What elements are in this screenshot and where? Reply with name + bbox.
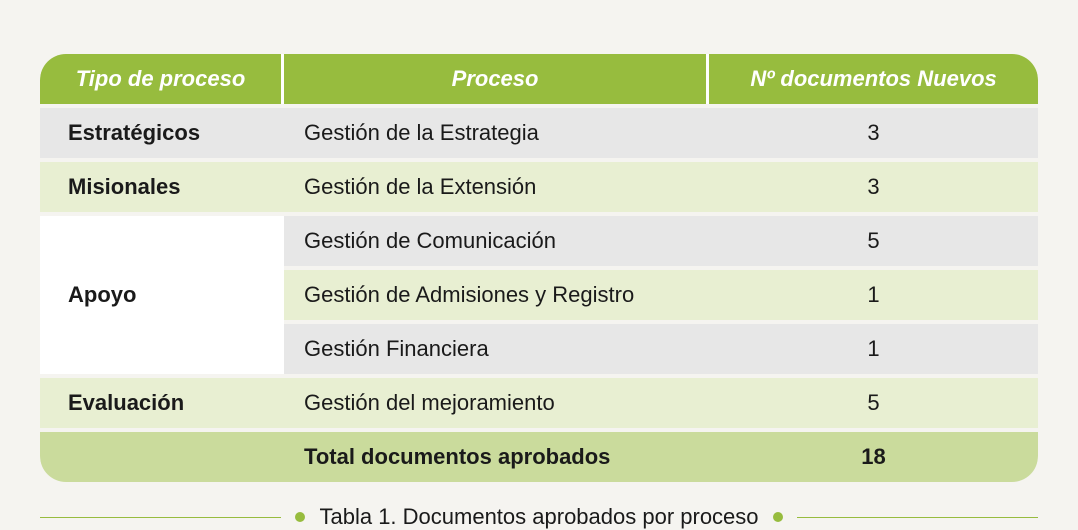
- col-header-type: Tipo de proceso: [40, 54, 284, 104]
- cell-type: Evaluación: [40, 378, 284, 428]
- cell-process: Gestión de la Estrategia: [284, 108, 709, 158]
- documents-table-container: Tipo de proceso Proceso Nº documentos Nu…: [40, 50, 1038, 486]
- table-total-row: Total documentos aprobados 18: [40, 432, 1038, 482]
- cell-type: Estratégicos: [40, 108, 284, 158]
- caption-line-left: [40, 517, 281, 518]
- caption-line-right: [797, 517, 1038, 518]
- cell-type: Misionales: [40, 162, 284, 212]
- table-row: Misionales Gestión de la Extensión 3: [40, 162, 1038, 212]
- caption-dot-right: [773, 512, 783, 522]
- documents-table: Tipo de proceso Proceso Nº documentos Nu…: [40, 50, 1038, 486]
- table-caption: Tabla 1. Documentos aprobados por proces…: [40, 504, 1038, 530]
- cell-process: Gestión de Admisiones y Registro: [284, 270, 709, 320]
- cell-process: Gestión de Comunicación: [284, 216, 709, 266]
- col-header-process: Proceso: [284, 54, 709, 104]
- cell-type: Apoyo: [40, 216, 284, 374]
- cell-process: Gestión del mejoramiento: [284, 378, 709, 428]
- cell-count: 5: [709, 216, 1038, 266]
- table-row: Apoyo Gestión de Comunicación 5: [40, 216, 1038, 266]
- caption-text: Tabla 1. Documentos aprobados por proces…: [319, 504, 758, 530]
- cell-process: Gestión Financiera: [284, 324, 709, 374]
- table-header-row: Tipo de proceso Proceso Nº documentos Nu…: [40, 54, 1038, 104]
- cell-total-label: Total documentos aprobados: [284, 432, 709, 482]
- cell-count: 3: [709, 108, 1038, 158]
- cell-process: Gestión de la Extensión: [284, 162, 709, 212]
- table-row: Estratégicos Gestión de la Estrategia 3: [40, 108, 1038, 158]
- cell-count: 5: [709, 378, 1038, 428]
- caption-dot-left: [295, 512, 305, 522]
- col-header-count: Nº documentos Nuevos: [709, 54, 1038, 104]
- cell-total-empty: [40, 432, 284, 482]
- cell-total-value: 18: [709, 432, 1038, 482]
- cell-count: 1: [709, 270, 1038, 320]
- table-row: Evaluación Gestión del mejoramiento 5: [40, 378, 1038, 428]
- cell-count: 3: [709, 162, 1038, 212]
- cell-count: 1: [709, 324, 1038, 374]
